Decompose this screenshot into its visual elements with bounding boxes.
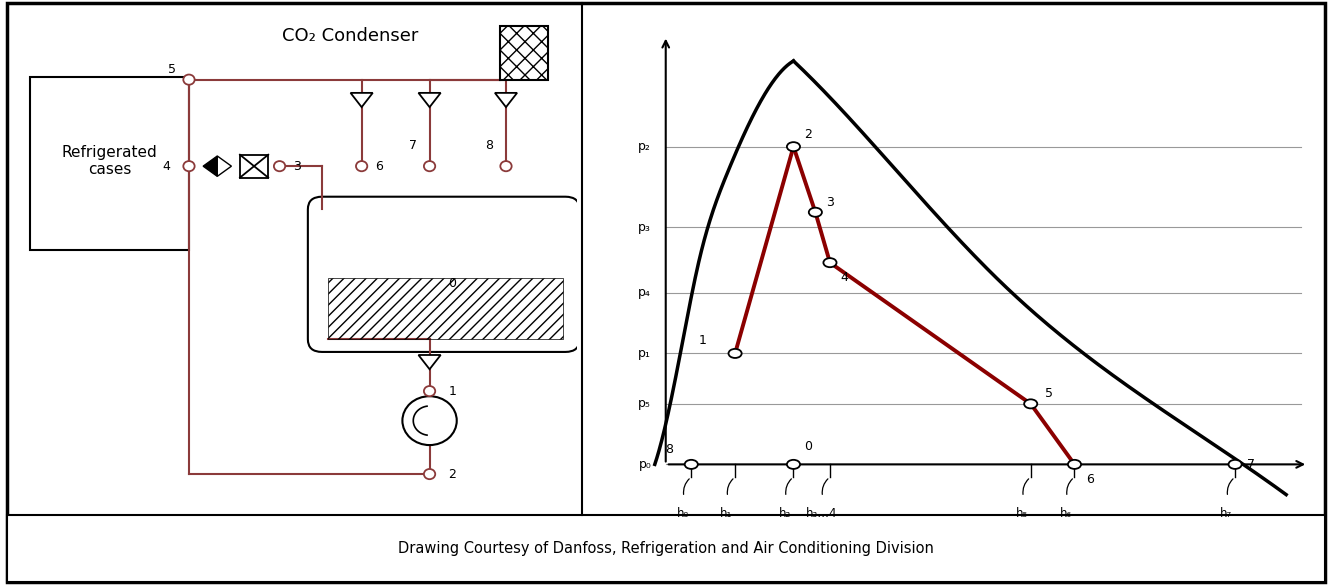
Text: p₄: p₄ <box>638 287 651 300</box>
Polygon shape <box>418 355 441 369</box>
Circle shape <box>685 460 698 469</box>
Circle shape <box>274 161 285 171</box>
Circle shape <box>424 386 436 396</box>
Polygon shape <box>418 93 441 107</box>
Circle shape <box>787 142 801 151</box>
Text: 2: 2 <box>449 467 456 481</box>
Text: Drawing Courtesy of Danfoss, Refrigeration and Air Conditioning Division: Drawing Courtesy of Danfoss, Refrigerati… <box>398 541 934 556</box>
Circle shape <box>424 469 436 479</box>
Text: Refrigerated
cases: Refrigerated cases <box>61 145 157 177</box>
Text: 6: 6 <box>1087 473 1095 486</box>
Text: 5: 5 <box>1044 387 1054 400</box>
Text: 8: 8 <box>666 443 674 456</box>
Circle shape <box>1068 460 1082 469</box>
FancyBboxPatch shape <box>308 197 579 352</box>
Circle shape <box>424 161 436 171</box>
Circle shape <box>501 161 511 171</box>
Text: h₈: h₈ <box>677 507 689 520</box>
Circle shape <box>729 349 742 358</box>
Bar <box>7 515 1325 582</box>
Text: 7: 7 <box>409 139 417 152</box>
Polygon shape <box>496 93 517 107</box>
Text: 3: 3 <box>826 195 834 209</box>
Text: h₃…4: h₃…4 <box>806 507 836 520</box>
Text: 1: 1 <box>449 384 456 398</box>
Polygon shape <box>350 93 373 107</box>
Text: 7: 7 <box>1247 458 1255 471</box>
Text: p₂: p₂ <box>638 140 651 153</box>
Text: h₁: h₁ <box>721 507 733 520</box>
Circle shape <box>184 74 194 85</box>
Text: 6: 6 <box>374 160 382 173</box>
Circle shape <box>184 161 194 171</box>
Text: 4: 4 <box>840 271 848 284</box>
Polygon shape <box>202 156 217 176</box>
Bar <box>31 77 189 250</box>
Circle shape <box>823 258 836 267</box>
Text: 1: 1 <box>698 334 706 347</box>
Circle shape <box>809 208 822 217</box>
Text: p₅: p₅ <box>638 397 651 410</box>
Text: 5: 5 <box>168 63 176 76</box>
Text: h₆: h₆ <box>1060 507 1072 520</box>
Text: h₅: h₅ <box>1016 507 1028 520</box>
Circle shape <box>402 396 457 445</box>
Text: h₂: h₂ <box>779 507 791 520</box>
Circle shape <box>356 161 368 171</box>
Text: h₇: h₇ <box>1220 507 1232 520</box>
Circle shape <box>1228 460 1241 469</box>
Text: p₃: p₃ <box>638 221 651 234</box>
Text: p₁: p₁ <box>638 347 651 360</box>
Text: p₀: p₀ <box>638 458 651 471</box>
Circle shape <box>1024 400 1038 408</box>
Text: 0: 0 <box>805 441 813 453</box>
Text: 4: 4 <box>163 160 170 173</box>
Text: 3: 3 <box>293 160 301 173</box>
Bar <box>501 26 549 80</box>
Polygon shape <box>217 156 232 176</box>
Circle shape <box>787 460 801 469</box>
Text: CO₂ Condenser: CO₂ Condenser <box>282 27 418 46</box>
Bar <box>240 154 268 178</box>
Text: 2: 2 <box>805 128 813 140</box>
Text: 8: 8 <box>485 139 493 152</box>
Text: 0: 0 <box>448 277 457 290</box>
